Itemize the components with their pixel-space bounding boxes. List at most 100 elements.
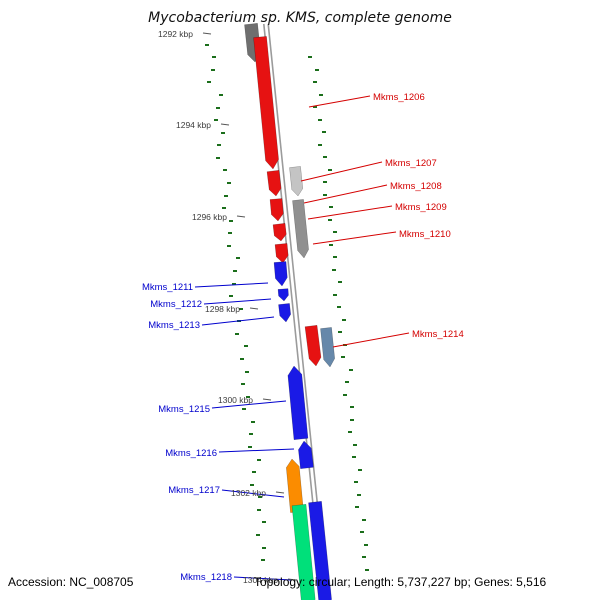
density-dot bbox=[350, 406, 354, 408]
density-dot bbox=[364, 544, 368, 546]
gene-arrow-Mkms_1218[interactable] bbox=[291, 504, 316, 600]
gene-label-Mkms_1214[interactable]: Mkms_1214 bbox=[412, 329, 464, 340]
leader-line-Mkms_1217 bbox=[221, 489, 285, 498]
density-dot bbox=[345, 381, 349, 383]
status-accession: Accession: NC_008705 bbox=[8, 575, 134, 589]
density-dot bbox=[338, 281, 342, 283]
density-dot bbox=[252, 471, 256, 473]
gene-label-Mkms_1218[interactable]: Mkms_1218 bbox=[180, 572, 232, 583]
gene-arrows bbox=[244, 23, 335, 600]
gene-arrow-Mkms_1215[interactable] bbox=[287, 365, 309, 440]
scale-tick-label: 1294 kbp bbox=[176, 120, 211, 130]
density-dot bbox=[342, 319, 346, 321]
density-dot bbox=[248, 446, 252, 448]
gene-arrow-bottom-blue[interactable] bbox=[308, 501, 332, 600]
density-dot bbox=[328, 219, 332, 221]
leader-line-Mkms_1207 bbox=[300, 161, 383, 182]
gene-arrow-Mkms_1207[interactable] bbox=[266, 170, 282, 197]
page-title: Mycobacterium sp. KMS, complete genome bbox=[148, 10, 452, 26]
density-dot bbox=[319, 94, 323, 96]
scale-tick-label: 1302 kbp bbox=[231, 488, 266, 498]
density-dot bbox=[262, 521, 266, 523]
density-dot bbox=[337, 306, 341, 308]
density-dot bbox=[261, 559, 265, 561]
scale-ticks: 1292 kbp 1294 kbp 1296 kbp 1298 kbp 1300 kbp… bbox=[158, 29, 297, 585]
leader-line-Mkms_1208 bbox=[303, 184, 388, 204]
status-topology: Topology: circular; Length: 5,737,227 bp… bbox=[254, 575, 547, 589]
gene-arrow-Mkms_1209[interactable] bbox=[272, 223, 287, 242]
density-dot bbox=[360, 531, 364, 533]
density-dot bbox=[229, 295, 233, 297]
density-dot bbox=[313, 106, 317, 108]
density-dot bbox=[328, 169, 332, 171]
gene-label-Mkms_1217[interactable]: Mkms_1217 bbox=[168, 485, 220, 496]
gene-arrow-Mkms_1212[interactable] bbox=[277, 288, 289, 302]
scale-tick-label: 1296 kbp bbox=[192, 212, 227, 222]
gene-arrow-Mkms_1214[interactable] bbox=[304, 325, 322, 367]
density-dot bbox=[362, 556, 366, 558]
gene-label-Mkms_1209[interactable]: Mkms_1209 bbox=[395, 202, 447, 213]
gene-label-Mkms_1208[interactable]: Mkms_1208 bbox=[390, 181, 442, 192]
gene-label-Mkms_1216[interactable]: Mkms_1216 bbox=[165, 448, 217, 459]
gene-arrow-gray-long[interactable] bbox=[292, 199, 309, 259]
density-dot bbox=[313, 81, 317, 83]
density-dot bbox=[350, 419, 354, 421]
gene-labels: Mkms_1206 Mkms_1207 Mkms_1208 Mkms_1209 Mkms… bbox=[142, 92, 464, 583]
density-dot bbox=[308, 56, 312, 58]
density-dot bbox=[244, 345, 248, 347]
density-dot bbox=[353, 444, 357, 446]
gene-label-Mkms_1211[interactable]: Mkms_1211 bbox=[142, 282, 193, 293]
density-dot bbox=[352, 456, 356, 458]
gene-arrow-Mkms_1216[interactable] bbox=[298, 440, 314, 469]
gene-label-Mkms_1212[interactable]: Mkms_1212 bbox=[150, 299, 202, 310]
gene-arrow-Mkms_1211[interactable] bbox=[273, 261, 288, 287]
density-dot bbox=[333, 294, 337, 296]
gene-label-Mkms_1206[interactable]: Mkms_1206 bbox=[373, 92, 425, 103]
scale-tick-line bbox=[220, 123, 230, 126]
leader-line-Mkms_1206 bbox=[308, 95, 371, 108]
leader-line-Mkms_1212 bbox=[203, 298, 272, 305]
scale-tick-line bbox=[275, 491, 285, 494]
density-dot bbox=[322, 131, 326, 133]
density-dot bbox=[228, 232, 232, 234]
density-dot bbox=[241, 383, 245, 385]
density-dot bbox=[250, 484, 254, 486]
density-dot bbox=[233, 270, 237, 272]
gene-label-Mkms_1215[interactable]: Mkms_1215 bbox=[158, 404, 210, 415]
density-dot bbox=[212, 56, 216, 58]
density-dot bbox=[323, 181, 327, 183]
gene-arrow-Mkms_1208[interactable] bbox=[269, 198, 284, 222]
density-dot bbox=[214, 119, 218, 121]
gene-arrow-steel-blue-gene[interactable] bbox=[320, 327, 335, 368]
density-dot bbox=[329, 244, 333, 246]
density-dot bbox=[246, 396, 250, 398]
density-dot bbox=[318, 144, 322, 146]
gene-label-Mkms_1207[interactable]: Mkms_1207 bbox=[385, 158, 437, 169]
leader-line-Mkms_1213 bbox=[201, 316, 275, 326]
density-dot bbox=[323, 156, 327, 158]
gene-arrow-Mkms_1206[interactable] bbox=[253, 36, 279, 170]
density-dot bbox=[349, 369, 353, 371]
density-dot bbox=[318, 119, 322, 121]
gene-label-Mkms_1210[interactable]: Mkms_1210 bbox=[399, 229, 451, 240]
leader-line-Mkms_1214 bbox=[332, 332, 410, 348]
gene-label-Mkms_1213[interactable]: Mkms_1213 bbox=[148, 320, 200, 331]
scale-tick-line bbox=[236, 215, 246, 218]
scale-tick-line bbox=[249, 307, 259, 310]
density-dot bbox=[216, 157, 220, 159]
scale-tick-label: 1304 kbp bbox=[243, 575, 278, 585]
gene-arrow-Mkms_1213[interactable] bbox=[278, 303, 291, 323]
density-dot bbox=[217, 144, 221, 146]
gene-arrow-Mkms_1210[interactable] bbox=[274, 243, 289, 264]
density-dot bbox=[227, 245, 231, 247]
scale-tick-line bbox=[262, 398, 272, 401]
density-dot bbox=[205, 44, 209, 46]
density-dot bbox=[355, 506, 359, 508]
leader-line-Mkms_1216 bbox=[218, 448, 295, 453]
density-dot bbox=[227, 182, 231, 184]
density-dot bbox=[223, 169, 227, 171]
density-dot bbox=[236, 257, 240, 259]
gene-arrow-gray-short[interactable] bbox=[289, 166, 304, 197]
